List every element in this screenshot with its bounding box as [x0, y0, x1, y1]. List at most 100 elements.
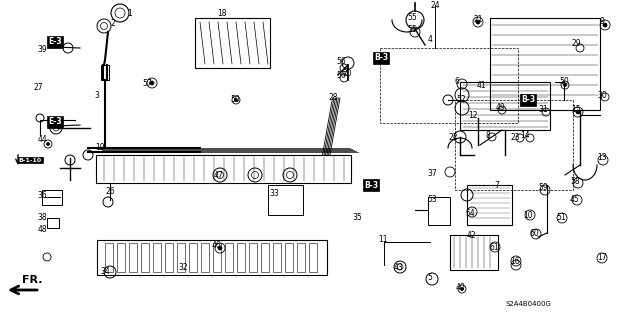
- Text: 41: 41: [476, 80, 486, 90]
- Text: 33: 33: [269, 189, 279, 197]
- Text: E-3: E-3: [48, 117, 62, 127]
- Bar: [380, 48, 518, 123]
- Text: 61: 61: [489, 242, 499, 251]
- Circle shape: [47, 143, 49, 145]
- Text: 39: 39: [37, 46, 47, 55]
- Text: 60: 60: [529, 229, 539, 239]
- Text: 51: 51: [556, 213, 566, 222]
- Bar: [309, 243, 317, 272]
- Text: 49: 49: [495, 102, 505, 112]
- Bar: [297, 243, 305, 272]
- Circle shape: [476, 20, 480, 24]
- Text: 11: 11: [378, 235, 388, 244]
- Text: 57: 57: [142, 79, 152, 88]
- Bar: [97, 240, 327, 275]
- Bar: [428, 197, 450, 225]
- Text: 47: 47: [213, 170, 223, 180]
- Text: 28: 28: [328, 93, 338, 102]
- Circle shape: [603, 23, 607, 27]
- Text: 10: 10: [523, 211, 533, 220]
- Bar: [42, 190, 62, 205]
- Circle shape: [234, 99, 237, 101]
- Text: S2A4B0400G: S2A4B0400G: [505, 301, 551, 307]
- Text: B-3: B-3: [364, 181, 378, 189]
- Text: 32: 32: [178, 263, 188, 271]
- Text: 50: 50: [559, 78, 569, 86]
- Text: 14: 14: [520, 130, 530, 139]
- Bar: [225, 243, 233, 272]
- Bar: [195, 18, 270, 68]
- Text: 16: 16: [510, 256, 520, 265]
- Text: 43: 43: [393, 263, 403, 272]
- Text: B-1-10: B-1-10: [19, 158, 42, 162]
- Text: 56: 56: [336, 57, 346, 66]
- Circle shape: [563, 84, 566, 86]
- Bar: [189, 243, 197, 272]
- Text: 59: 59: [538, 183, 548, 192]
- Text: 8: 8: [486, 130, 490, 139]
- Bar: [450, 235, 498, 270]
- Text: 23: 23: [510, 133, 520, 143]
- Text: 5: 5: [428, 273, 433, 283]
- Bar: [105, 243, 113, 272]
- Bar: [249, 243, 257, 272]
- Text: 40: 40: [455, 284, 465, 293]
- Text: 17: 17: [597, 254, 607, 263]
- Bar: [101, 65, 109, 80]
- Text: 1: 1: [127, 9, 132, 18]
- Text: 53: 53: [427, 196, 437, 204]
- Bar: [261, 243, 269, 272]
- Text: 45: 45: [570, 196, 580, 204]
- Bar: [117, 243, 125, 272]
- Text: 56: 56: [336, 70, 346, 79]
- Text: 6: 6: [454, 78, 460, 86]
- Text: 3: 3: [95, 91, 99, 100]
- Bar: [467, 185, 512, 225]
- Text: 20: 20: [342, 69, 352, 78]
- Bar: [96, 155, 351, 183]
- Text: 30: 30: [597, 91, 607, 100]
- Bar: [201, 243, 209, 272]
- Text: 34: 34: [100, 268, 110, 277]
- Text: 2: 2: [111, 19, 115, 27]
- Bar: [460, 82, 550, 130]
- Text: 13: 13: [597, 153, 607, 162]
- Text: B-3: B-3: [374, 54, 388, 63]
- Text: 36: 36: [37, 191, 47, 201]
- Text: 44: 44: [37, 136, 47, 145]
- Text: 54: 54: [465, 209, 475, 218]
- Bar: [141, 243, 149, 272]
- Text: B-3: B-3: [521, 95, 535, 105]
- Text: 55: 55: [407, 12, 417, 21]
- Circle shape: [576, 110, 580, 114]
- Bar: [153, 243, 161, 272]
- Text: 37: 37: [427, 169, 437, 179]
- Circle shape: [218, 246, 222, 250]
- Text: 21: 21: [473, 16, 483, 25]
- Text: 35: 35: [352, 213, 362, 222]
- Text: 4: 4: [428, 35, 433, 44]
- Text: 19: 19: [95, 143, 105, 152]
- Text: 26: 26: [105, 188, 115, 197]
- Text: 15: 15: [571, 106, 581, 115]
- Text: 29: 29: [571, 39, 581, 48]
- Text: 22: 22: [448, 132, 458, 142]
- Circle shape: [150, 81, 154, 85]
- Text: FR.: FR.: [22, 275, 42, 285]
- Text: 12: 12: [468, 110, 477, 120]
- Text: 38: 38: [37, 213, 47, 222]
- Bar: [490, 18, 600, 110]
- Text: 9: 9: [600, 18, 604, 26]
- Text: 58: 58: [570, 177, 580, 187]
- Text: 42: 42: [466, 232, 476, 241]
- Text: 27: 27: [33, 84, 43, 93]
- Bar: [165, 243, 173, 272]
- Bar: [129, 243, 137, 272]
- Bar: [237, 243, 245, 272]
- Text: E-3: E-3: [48, 38, 62, 47]
- Text: 55: 55: [407, 26, 417, 34]
- Text: 46: 46: [211, 241, 221, 250]
- Text: 24: 24: [430, 1, 440, 10]
- Bar: [268, 185, 303, 215]
- Bar: [455, 100, 573, 190]
